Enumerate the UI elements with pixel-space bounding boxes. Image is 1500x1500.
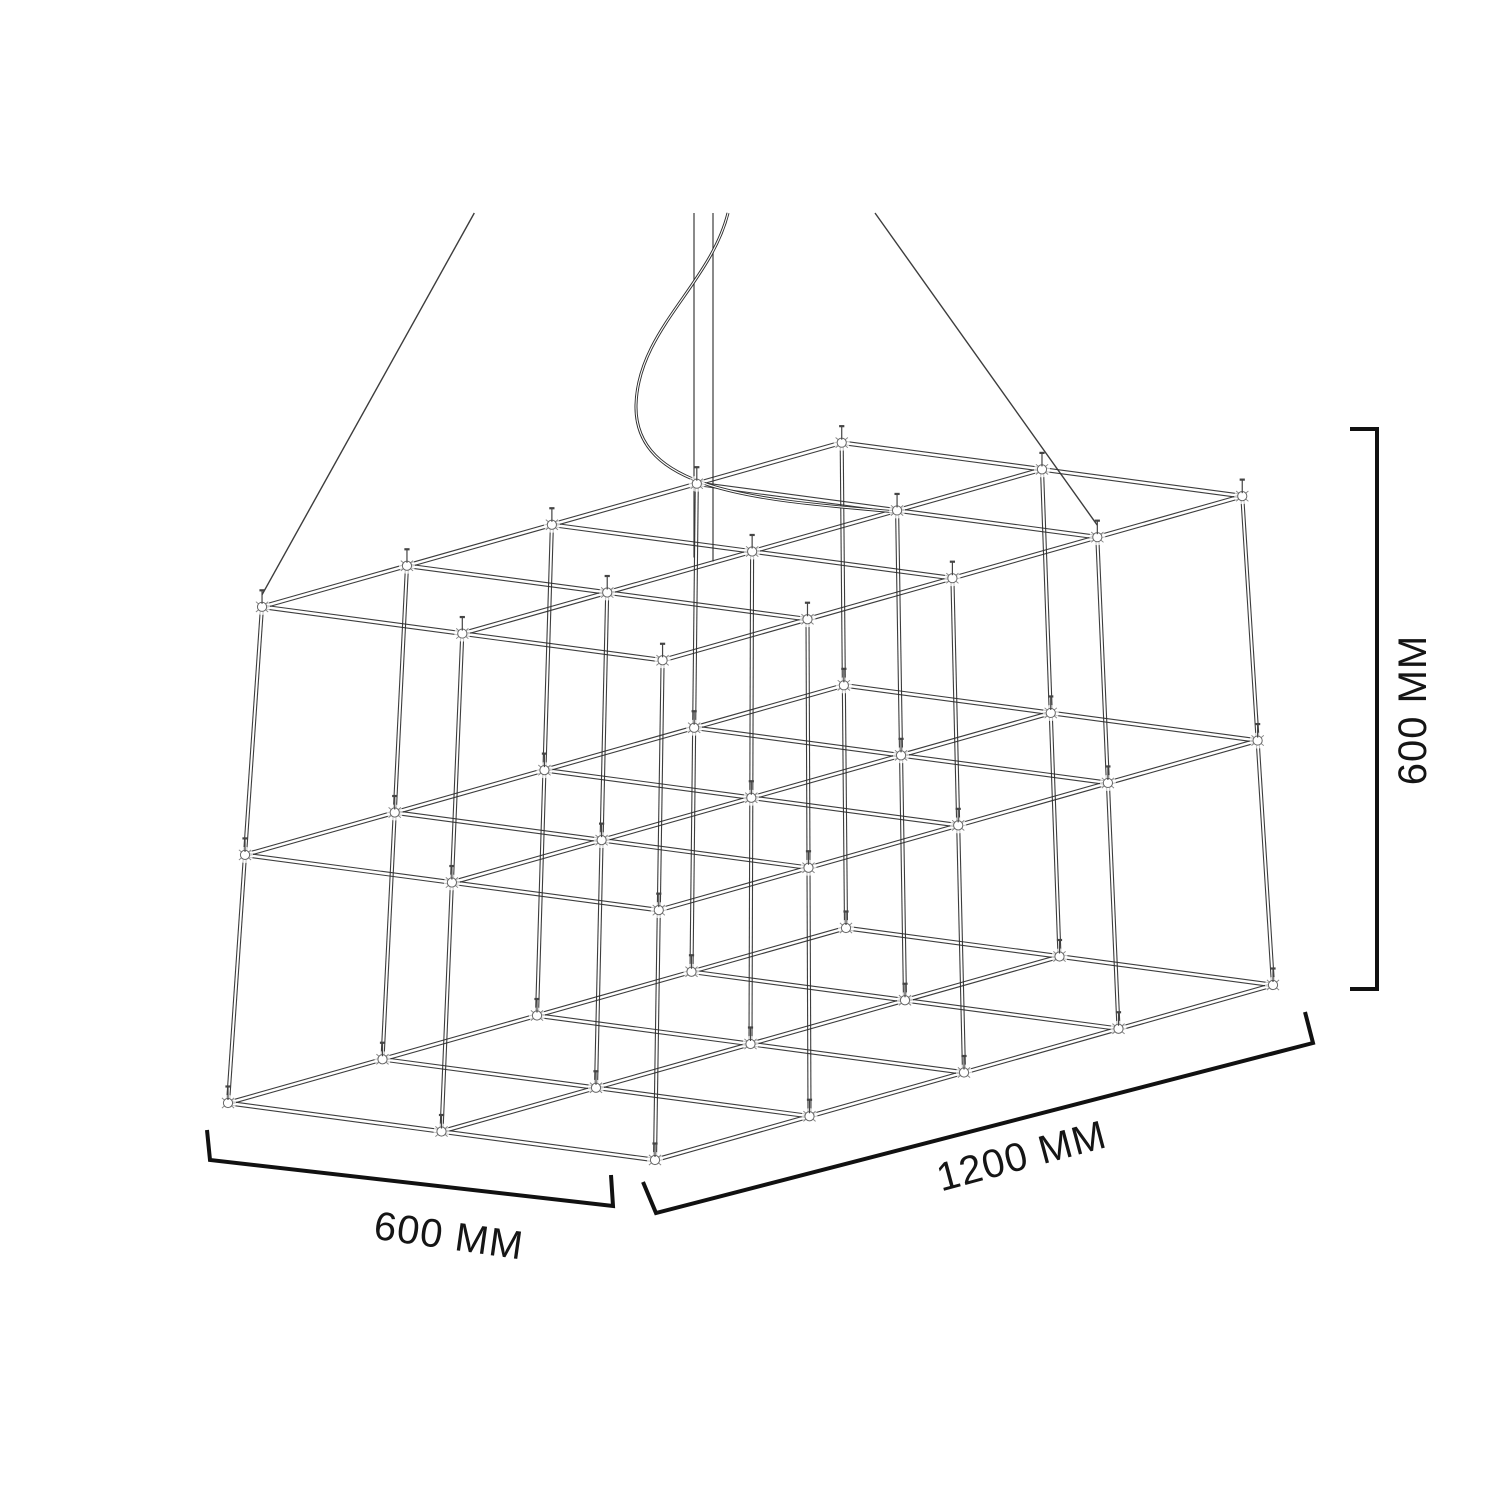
bulb-node bbox=[799, 601, 816, 628]
bulb-node bbox=[950, 807, 967, 834]
suspension-cable bbox=[261, 212, 475, 596]
bulb-node bbox=[536, 752, 553, 779]
dimension-line-height bbox=[1350, 427, 1379, 991]
dimension-depth: 600 MM bbox=[205, 1129, 616, 1269]
bulb-node bbox=[835, 667, 852, 694]
bulb-node bbox=[1249, 722, 1266, 749]
bulb-node bbox=[801, 1098, 818, 1125]
bulb-node bbox=[956, 1054, 972, 1081]
dimension-line-length bbox=[641, 1011, 1316, 1216]
bulb-node bbox=[1110, 1011, 1127, 1037]
dimension-height: 600 MM bbox=[1350, 427, 1435, 991]
bulb-node bbox=[838, 910, 854, 936]
dimension-label-depth: 600 MM bbox=[371, 1204, 526, 1269]
bulb-node bbox=[743, 780, 760, 806]
bulb-node bbox=[683, 954, 700, 980]
bulb-node bbox=[599, 574, 616, 601]
dimension-label-height: 600 MM bbox=[1391, 635, 1435, 786]
bulb-node bbox=[889, 492, 906, 519]
power-cord bbox=[634, 212, 898, 514]
suspension-cable bbox=[874, 212, 1098, 526]
bulb-node bbox=[1099, 765, 1116, 791]
bulb-node bbox=[833, 425, 850, 451]
bulb-node bbox=[654, 642, 671, 669]
bulb-node bbox=[1089, 519, 1106, 546]
bulb-node bbox=[650, 892, 667, 919]
bulb-node bbox=[1234, 478, 1251, 505]
bulb-node bbox=[254, 589, 271, 615]
bulb-node bbox=[588, 1070, 604, 1096]
bulb-node bbox=[386, 794, 403, 821]
bulb-node bbox=[433, 1113, 450, 1140]
bulb-node bbox=[398, 548, 415, 574]
bulb-node bbox=[893, 737, 910, 764]
dimension-line-depth bbox=[205, 1129, 616, 1209]
bulb-node bbox=[647, 1142, 663, 1168]
bulb-node bbox=[688, 466, 705, 492]
bulb-node bbox=[800, 850, 817, 876]
bulb-node bbox=[543, 507, 560, 533]
bulb-node bbox=[744, 533, 761, 560]
bulb-node bbox=[686, 710, 703, 736]
bulb-node bbox=[374, 1041, 391, 1068]
bulb-node bbox=[742, 1026, 759, 1052]
bulb-node bbox=[220, 1085, 236, 1111]
bulb-node bbox=[237, 837, 254, 863]
bulb-node bbox=[1042, 695, 1059, 721]
bulb-node bbox=[1265, 967, 1281, 993]
bulb-node bbox=[1051, 938, 1068, 965]
bulb-node bbox=[443, 864, 460, 891]
bulb-node bbox=[529, 997, 545, 1024]
bulb-node bbox=[897, 982, 913, 1009]
bulb-node bbox=[944, 560, 961, 587]
bulb-nodes bbox=[220, 425, 1281, 1168]
bulb-node bbox=[593, 822, 610, 849]
dimension-label-length: 1200 MM bbox=[932, 1113, 1111, 1200]
bulb-node bbox=[1033, 451, 1050, 478]
power-cord-highlight bbox=[635, 212, 898, 513]
bulb-node bbox=[454, 615, 471, 642]
suspension-cables bbox=[261, 212, 1098, 596]
